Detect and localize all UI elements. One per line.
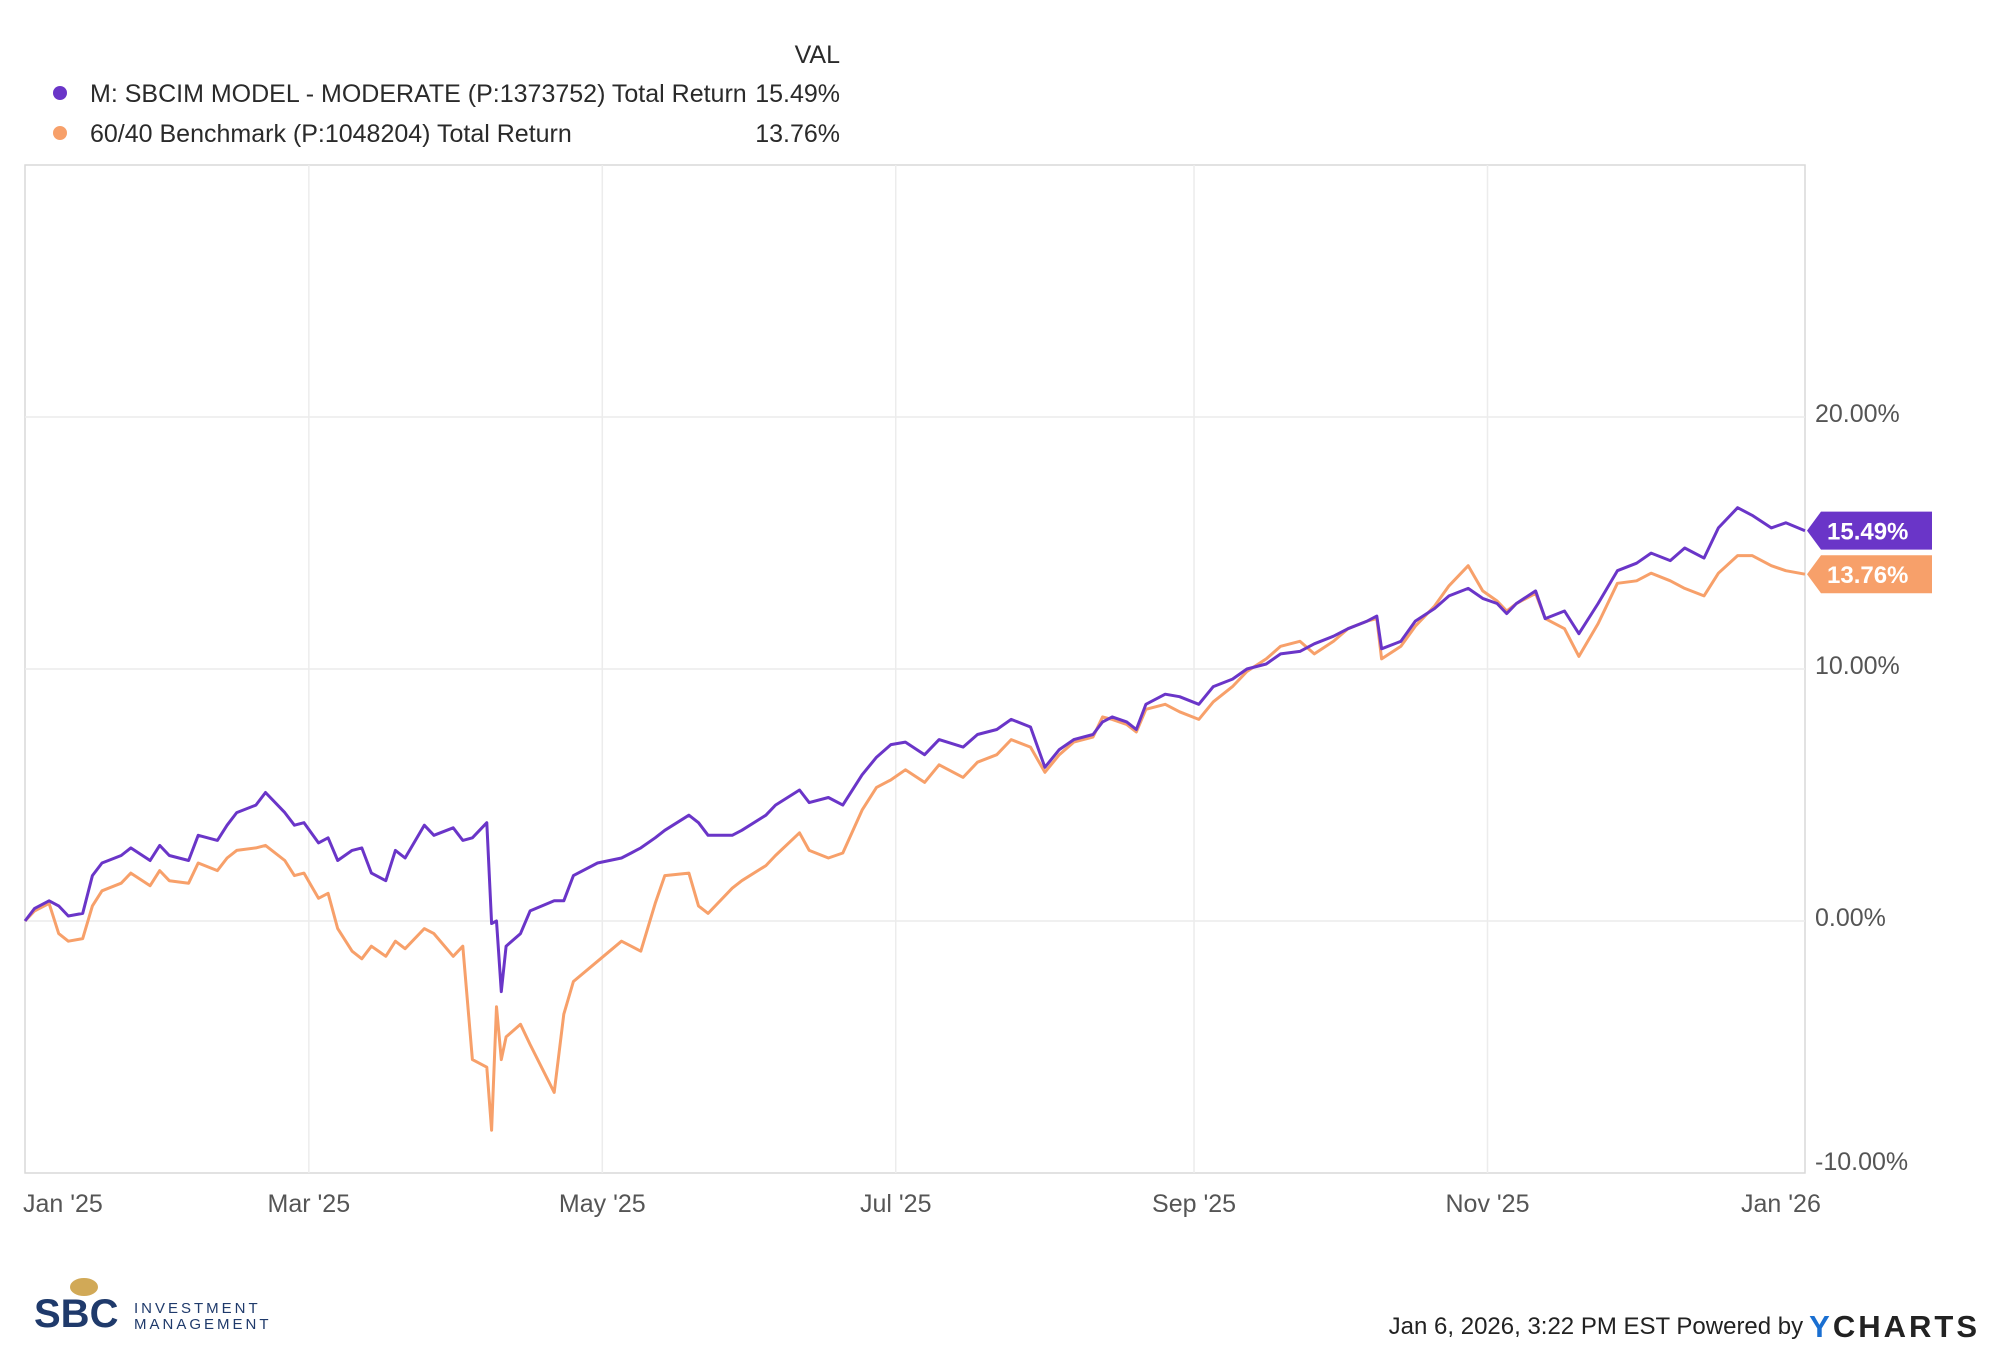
sbc-logo: SBC INVESTMENT MANAGEMENT (34, 1275, 294, 1339)
legend-value-model: 15.49% (755, 80, 840, 108)
x-tick-label: Mar '25 (268, 1190, 351, 1218)
logo-emblem-icon (70, 1278, 98, 1296)
y-tick-label: -10.00% (1815, 1148, 1908, 1176)
y-tick-label: 10.00% (1815, 652, 1900, 680)
x-tick-label: Jan '25 (23, 1190, 103, 1218)
series-line-model[interactable] (23, 506, 1806, 994)
legend-swatch-benchmark (53, 126, 67, 140)
y-tick-label: 0.00% (1815, 904, 1886, 932)
ycharts-brand[interactable]: YCHARTS (1809, 1309, 1980, 1345)
logo-line2: MANAGEMENT (134, 1316, 272, 1333)
y-tick-label: 20.00% (1815, 400, 1900, 428)
logo-mark: SBC (34, 1292, 118, 1336)
series (23, 506, 1806, 1132)
legend-label-model[interactable]: M: SBCIM MODEL - MODERATE (P:1373752) To… (90, 80, 747, 108)
legend-value-benchmark: 13.76% (755, 120, 840, 148)
last-value-label: 13.76% (1827, 562, 1908, 589)
logo-line1: INVESTMENT (134, 1300, 261, 1317)
last-value-flag-benchmark (1807, 555, 1932, 594)
x-axis: Jan '25 Mar '25 May '25 Jul '25 Sep '25 Nov '… (23, 1190, 1821, 1218)
series-line-benchmark[interactable] (23, 554, 1806, 1132)
x-tick-label: Jan '26 (1741, 1190, 1821, 1218)
legend-label-benchmark[interactable]: 60/40 Benchmark (P:1048204) Total Return (90, 120, 572, 148)
last-value-flags: 15.49% 13.76% (1807, 511, 1932, 594)
x-tick-label: Jul '25 (860, 1190, 931, 1218)
last-value-flag-model (1807, 511, 1932, 550)
legend-header: VAL (795, 41, 840, 69)
grid (25, 165, 1805, 1173)
ycharts-brand-y: Y (1809, 1309, 1833, 1344)
legend: VAL M: SBCIM MODEL - MODERATE (P:1373752… (53, 41, 840, 148)
last-value-label: 15.49% (1827, 519, 1908, 546)
ycharts-brand-rest: CHARTS (1832, 1309, 1980, 1344)
x-tick-label: May '25 (559, 1190, 646, 1218)
x-tick-label: Sep '25 (1152, 1190, 1236, 1218)
y-axis: 20.00% 10.00% 0.00% -10.00% (1815, 400, 1908, 1176)
timestamp: Jan 6, 2026, 3:22 PM EST Powered by (1388, 1313, 1804, 1340)
footer: Jan 6, 2026, 3:22 PM EST Powered by YCHA… (1389, 1309, 1980, 1345)
legend-swatch-model (53, 86, 67, 100)
x-tick-label: Nov '25 (1445, 1190, 1529, 1218)
